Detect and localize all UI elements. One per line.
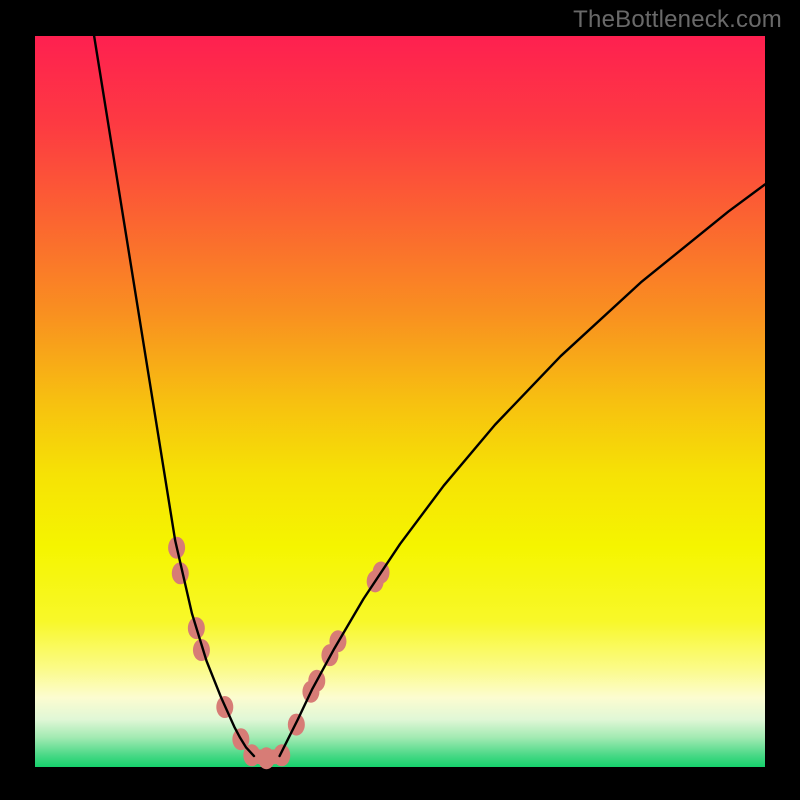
chart-svg-layer xyxy=(0,0,800,800)
bottleneck-curve-right xyxy=(280,184,765,756)
chart-stage: TheBottleneck.com xyxy=(0,0,800,800)
watermark-text: TheBottleneck.com xyxy=(573,6,782,34)
bottleneck-curve-left xyxy=(94,36,254,756)
data-marker xyxy=(273,744,290,766)
data-marker xyxy=(258,747,275,769)
